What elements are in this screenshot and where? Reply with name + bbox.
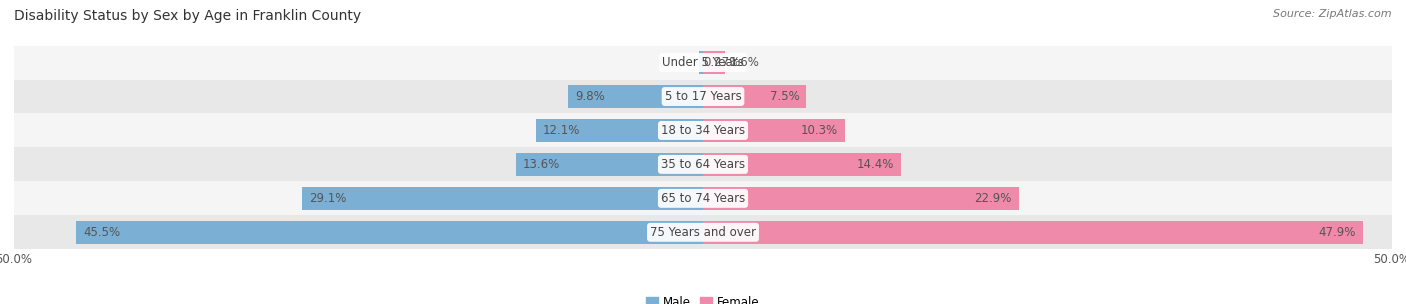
Text: 0.27%: 0.27% <box>703 56 741 69</box>
Text: 7.5%: 7.5% <box>769 90 800 103</box>
Text: Under 5 Years: Under 5 Years <box>662 56 744 69</box>
Text: Source: ZipAtlas.com: Source: ZipAtlas.com <box>1274 9 1392 19</box>
Text: 45.5%: 45.5% <box>83 226 120 239</box>
Bar <box>703 187 1018 210</box>
Text: Disability Status by Sex by Age in Franklin County: Disability Status by Sex by Age in Frank… <box>14 9 361 23</box>
Bar <box>14 147 1392 181</box>
Text: 1.6%: 1.6% <box>730 56 759 69</box>
Bar <box>536 119 703 142</box>
Text: 29.1%: 29.1% <box>309 192 346 205</box>
Text: 47.9%: 47.9% <box>1319 226 1357 239</box>
Bar <box>14 80 1392 113</box>
Bar <box>14 46 1392 80</box>
Text: 35 to 64 Years: 35 to 64 Years <box>661 158 745 171</box>
Bar <box>516 153 703 176</box>
Bar <box>568 85 703 108</box>
Bar <box>14 113 1392 147</box>
Bar <box>703 51 725 74</box>
Bar <box>703 153 901 176</box>
Bar <box>703 119 845 142</box>
Bar <box>703 221 1362 244</box>
Text: 75 Years and over: 75 Years and over <box>650 226 756 239</box>
Text: 12.1%: 12.1% <box>543 124 581 137</box>
Bar <box>76 221 703 244</box>
Text: 18 to 34 Years: 18 to 34 Years <box>661 124 745 137</box>
Text: 14.4%: 14.4% <box>858 158 894 171</box>
Text: 9.8%: 9.8% <box>575 90 605 103</box>
Bar <box>14 181 1392 215</box>
Text: 65 to 74 Years: 65 to 74 Years <box>661 192 745 205</box>
Text: 13.6%: 13.6% <box>523 158 560 171</box>
Legend: Male, Female: Male, Female <box>647 295 759 304</box>
Text: 22.9%: 22.9% <box>974 192 1012 205</box>
Bar <box>14 215 1392 249</box>
Bar <box>302 187 703 210</box>
Bar <box>699 51 703 74</box>
Text: 5 to 17 Years: 5 to 17 Years <box>665 90 741 103</box>
Bar <box>703 85 807 108</box>
Text: 10.3%: 10.3% <box>801 124 838 137</box>
